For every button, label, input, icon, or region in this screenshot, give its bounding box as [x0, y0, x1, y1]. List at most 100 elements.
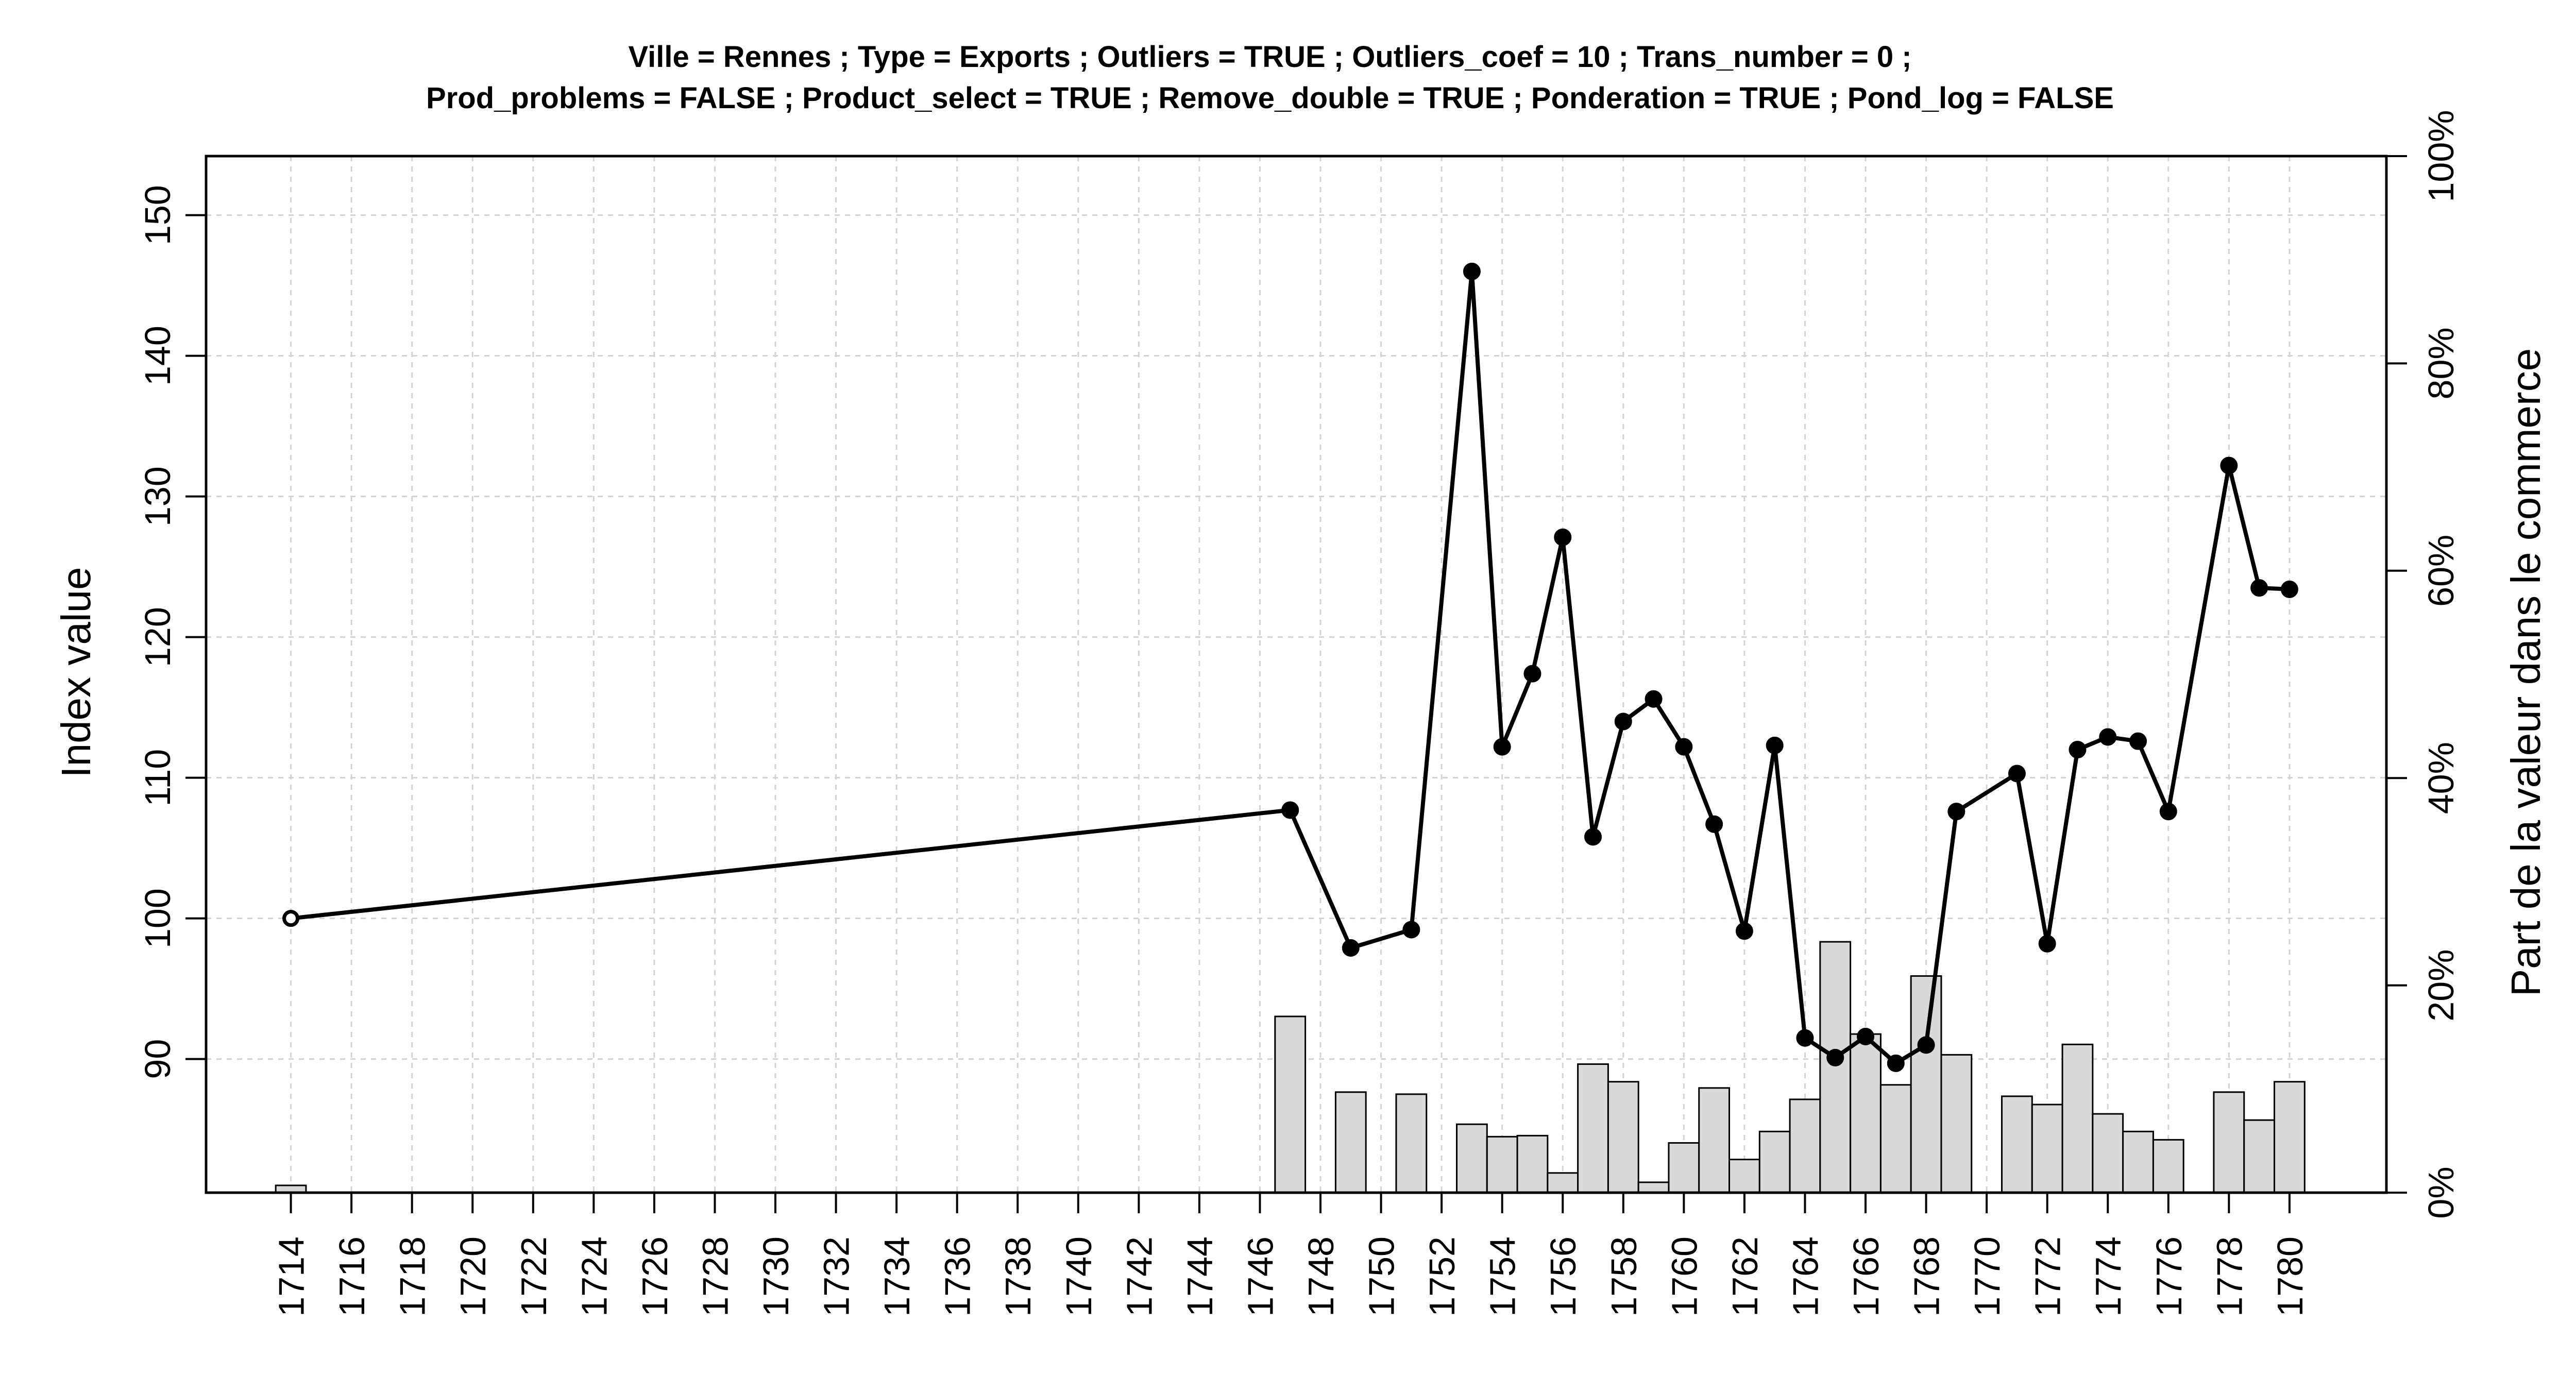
x-tick-label: 1758 [1604, 1236, 1644, 1317]
line-series [282, 262, 2298, 1072]
y-tick-label: 100 [138, 888, 178, 948]
data-point [1705, 815, 1723, 833]
x-tick-label: 1730 [756, 1236, 796, 1317]
x-tick-label: 1736 [938, 1236, 978, 1317]
x-tick-label: 1734 [877, 1236, 917, 1317]
y-tick-label: 90 [138, 1039, 178, 1079]
x-tick-label: 1764 [1785, 1236, 1825, 1317]
data-point [1947, 803, 1965, 821]
data-point [2129, 732, 2147, 750]
bar [2092, 1113, 2124, 1194]
data-point [2220, 456, 2238, 474]
data-point [2038, 935, 2056, 953]
bar [2001, 1095, 2033, 1194]
bar [1395, 1093, 1428, 1194]
axes: 1714 1716 1718 1720 1722 1724 1726 1728 1730 1732… [138, 110, 2461, 1316]
plot-frame [205, 155, 2388, 1194]
bar [1789, 1098, 1821, 1194]
bar [1819, 941, 1852, 1194]
y2-tick-label: 20% [2421, 949, 2461, 1022]
data-point [1645, 690, 1663, 708]
bar [1516, 1134, 1549, 1194]
bar [1668, 1142, 1700, 1194]
bar [2213, 1091, 2245, 1194]
x-tick-label: 1760 [1664, 1236, 1704, 1317]
bar [1910, 975, 1942, 1194]
title-line-2: Prod_problems = FALSE ; Product_select =… [426, 81, 2114, 115]
data-point [1614, 713, 1632, 731]
x-tick-label: 1720 [453, 1236, 493, 1317]
bar [1577, 1063, 1609, 1194]
x-tick-label: 1780 [2270, 1236, 2310, 1317]
y-tick-label: 150 [138, 185, 178, 245]
data-point [2159, 803, 2177, 821]
data-point [1735, 922, 1753, 940]
bar [2122, 1130, 2154, 1194]
x-tick-label: 1768 [1907, 1236, 1947, 1317]
bar [1547, 1172, 1579, 1194]
index-line [291, 269, 2290, 1065]
data-point [1766, 736, 1784, 754]
x-tick-label: 1766 [1846, 1236, 1886, 1317]
data-point [2250, 579, 2268, 597]
data-point [1493, 738, 1511, 756]
y2-tick-label: 60% [2421, 535, 2461, 607]
y-axis-title: Index value [53, 567, 99, 777]
x-tick-label: 1774 [2088, 1236, 2128, 1317]
title-line-1: Ville = Rennes ; Type = Exports ; Outlie… [628, 40, 1911, 74]
bar [1456, 1123, 1488, 1194]
y2-axis-title: Part de la valeur dans le commerce [2503, 348, 2549, 996]
y-tick-label: 110 [138, 749, 178, 807]
data-point [2008, 765, 2026, 783]
x-tick-label: 1746 [1240, 1236, 1280, 1317]
grid [206, 156, 2386, 1193]
x-tick-label: 1772 [2028, 1236, 2068, 1317]
y2-tick-label: 100% [2421, 110, 2461, 202]
data-point [282, 910, 300, 927]
bar-series [275, 941, 2306, 1194]
data-point [1402, 921, 1420, 939]
data-point [2280, 580, 2298, 598]
bar [1850, 1033, 1882, 1194]
data-point [1675, 738, 1693, 756]
x-tick-label: 1716 [332, 1236, 372, 1317]
bar [1607, 1081, 1639, 1194]
y2-tick-label: 80% [2421, 327, 2461, 399]
x-tick-label: 1718 [393, 1236, 433, 1317]
data-point [2099, 728, 2117, 746]
bar [1637, 1181, 1670, 1194]
bar [1758, 1130, 1791, 1194]
data-point [1887, 1054, 1905, 1072]
y-tick-label: 140 [138, 326, 178, 386]
y2-tick-label: 40% [2421, 742, 2461, 814]
x-tick-label: 1754 [1483, 1236, 1523, 1317]
bar [1334, 1091, 1367, 1194]
data-point [1281, 801, 1299, 819]
data-point [1584, 828, 1602, 846]
x-tick-label: 1762 [1725, 1236, 1765, 1317]
bar [2061, 1043, 2094, 1194]
x-tick-label: 1732 [817, 1236, 857, 1317]
data-point [1796, 1029, 1814, 1047]
x-tick-label: 1714 [272, 1236, 312, 1317]
x-tick-label: 1722 [514, 1236, 554, 1317]
bar [1940, 1054, 1973, 1194]
data-point [1463, 262, 1481, 280]
x-tick-label: 1778 [2209, 1236, 2249, 1317]
data-point [1342, 939, 1360, 957]
data-point [2069, 741, 2087, 759]
x-tick-label: 1742 [1119, 1236, 1159, 1317]
bar [1486, 1135, 1518, 1194]
bar [2243, 1119, 2276, 1194]
x-tick-label: 1740 [1059, 1236, 1099, 1317]
data-point [1523, 665, 1541, 683]
x-tick-label: 1748 [1301, 1236, 1341, 1317]
y-tick-label: 130 [138, 466, 178, 527]
x-tick-label: 1728 [695, 1236, 735, 1317]
bar [1698, 1087, 1731, 1194]
x-tick-label: 1738 [998, 1236, 1038, 1317]
data-point [1554, 528, 1572, 546]
y-tick-label: 120 [138, 607, 178, 667]
